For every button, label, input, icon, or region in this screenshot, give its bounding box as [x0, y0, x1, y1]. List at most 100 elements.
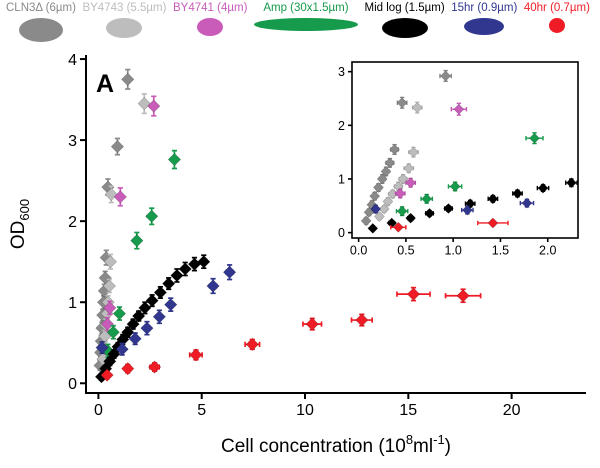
- y-tick-label: 1: [68, 295, 77, 312]
- data-point: [456, 289, 470, 303]
- y-tick-label: 0: [68, 376, 77, 393]
- data-point-group: [103, 253, 118, 270]
- data-point-group: [137, 93, 151, 115]
- data-point: [396, 205, 408, 217]
- data-point: [386, 217, 398, 229]
- data-point: [370, 203, 382, 215]
- data-point-group: [121, 362, 135, 376]
- data-point: [411, 102, 423, 114]
- data-point: [102, 279, 116, 293]
- data-point: [449, 181, 461, 192]
- y-tick-label: 3: [68, 133, 77, 150]
- x-tick-label: 0.5: [397, 244, 414, 258]
- plot-frame: [351, 61, 579, 239]
- data-point-group: [487, 193, 499, 205]
- data-point: [389, 144, 400, 155]
- data-point: [394, 188, 406, 199]
- legend-label: 15hr (0.9µm): [451, 2, 518, 14]
- x-tick-label: 15: [399, 402, 417, 419]
- x-tick-label: 2.0: [539, 244, 556, 258]
- data-point: [305, 317, 319, 331]
- data-point-group: [443, 203, 454, 214]
- legend-label: BY4743 (5.5µm): [82, 2, 167, 14]
- x-tick-label: 10: [296, 402, 314, 419]
- data-point: [206, 279, 220, 293]
- legend-label: 40hr (0.7µm): [523, 2, 590, 14]
- data-point-group: [103, 300, 117, 316]
- data-point: [153, 285, 168, 300]
- data-point-group: [369, 190, 381, 202]
- legend: CLN3Δ (6µm) BY4743 (5.5µm) BY4741 (4µm) Amp…: [0, 0, 600, 46]
- data-point-group: [367, 222, 379, 234]
- data-point-group: [162, 276, 176, 291]
- data-point-group: [384, 157, 396, 169]
- data-point: [162, 276, 176, 291]
- cell-ellipse-icon: [106, 18, 143, 38]
- data-point: [98, 329, 112, 343]
- data-point-group: [420, 193, 434, 205]
- data-point-group: [525, 132, 544, 145]
- data-point: [103, 255, 118, 269]
- data-point: [384, 157, 396, 169]
- data-point: [443, 203, 454, 214]
- x-axis-label-text: Cell concentration (10: [221, 436, 406, 457]
- x-tick-label: 1.0: [444, 244, 461, 258]
- data-point-group: [187, 256, 202, 272]
- data-point: [406, 287, 421, 301]
- cell-ellipse-icon: [197, 18, 224, 36]
- data-point: [461, 204, 473, 216]
- data-point-group: [130, 231, 144, 250]
- data-point-group: [405, 212, 417, 224]
- data-point-group: [408, 146, 419, 158]
- legend-label: Mid log (1.5µm): [364, 2, 445, 14]
- data-point: [104, 187, 118, 202]
- data-point-group: [450, 102, 468, 116]
- data-point-group: [378, 203, 390, 215]
- data-point-group: [389, 143, 400, 155]
- x-axis-label-superscript: -1: [433, 432, 445, 447]
- data-point-group: [222, 264, 237, 281]
- data-point: [100, 317, 115, 331]
- data-point: [121, 72, 135, 86]
- data-point-group: [145, 293, 159, 308]
- data-point-group: [382, 196, 394, 207]
- data-point-group: [405, 177, 417, 189]
- data-point-group: [373, 182, 384, 193]
- data-point-group: [140, 320, 154, 336]
- y-axis-label-text: OD: [8, 221, 29, 250]
- legend-label: Amp (30x1.5µm): [263, 2, 349, 14]
- axes-spines: [85, 55, 586, 394]
- data-point: [170, 268, 184, 283]
- data-point-group: [244, 337, 261, 351]
- data-point: [164, 298, 178, 312]
- data-point: [378, 203, 390, 215]
- data-point: [147, 99, 161, 113]
- data-point-group: [411, 101, 423, 114]
- data-point-group: [206, 277, 220, 295]
- data-point-group: [153, 285, 168, 300]
- data-point: [245, 337, 259, 351]
- data-point-group: [138, 301, 152, 315]
- chart: 0 5 10 15 20 0 1 2 3 4 0.0 0.5 1.0 1.5 2.0 0 1 2 3 A Cell…: [8, 52, 586, 457]
- data-point: [512, 188, 523, 199]
- data-point-group: [132, 309, 146, 323]
- data-point: [440, 70, 452, 82]
- y-tick-label: 3: [338, 65, 345, 79]
- data-point: [167, 152, 182, 167]
- legend-label: CLN3Δ (6µm): [6, 2, 76, 14]
- data-point-group: [390, 221, 407, 233]
- data-point: [403, 162, 415, 174]
- data-point: [138, 301, 152, 315]
- data-point: [113, 190, 127, 204]
- data-point: [110, 139, 125, 154]
- y-tick-label: 2: [338, 119, 345, 133]
- data-point: [537, 182, 549, 194]
- data-point: [405, 177, 417, 189]
- data-point: [103, 301, 117, 315]
- data-point-group: [395, 205, 409, 217]
- data-point: [137, 97, 151, 111]
- data-point-group: [370, 203, 382, 215]
- data-point: [222, 265, 237, 279]
- data-point-group: [188, 348, 203, 362]
